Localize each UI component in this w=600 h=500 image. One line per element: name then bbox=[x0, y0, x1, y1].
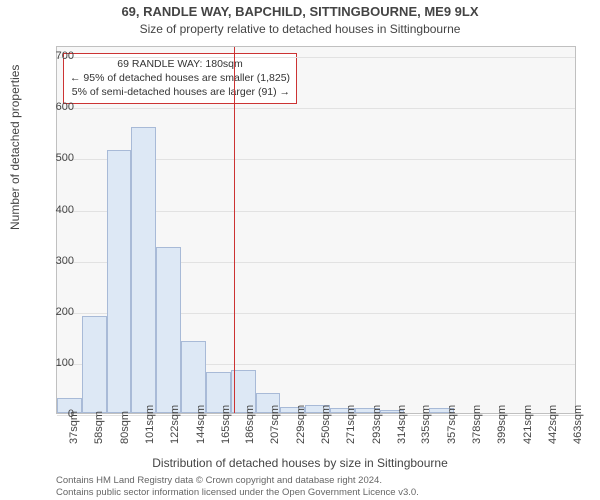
x-tick-label: 122sqm bbox=[169, 420, 181, 444]
x-tick-label: 144sqm bbox=[195, 420, 207, 444]
plot-area: 69 RANDLE WAY: 180sqm ← 95% of detached … bbox=[56, 46, 576, 414]
gridline bbox=[57, 57, 575, 58]
x-tick-label: 186sqm bbox=[244, 420, 256, 444]
annotation-line-3: 5% of semi-detached houses are larger (9… bbox=[70, 85, 290, 99]
y-tick-label: 500 bbox=[34, 152, 74, 164]
x-tick-label: 442sqm bbox=[547, 420, 559, 444]
attribution-text: Contains HM Land Registry data © Crown c… bbox=[56, 475, 576, 498]
histogram-bar bbox=[107, 150, 132, 413]
x-tick-label: 293sqm bbox=[371, 420, 383, 444]
y-tick-label: 600 bbox=[34, 101, 74, 113]
histogram-bar bbox=[156, 247, 181, 413]
x-tick-label: 399sqm bbox=[496, 420, 508, 444]
x-tick-label: 250sqm bbox=[320, 420, 332, 444]
gridline bbox=[57, 108, 575, 109]
x-tick-label: 463sqm bbox=[572, 420, 584, 444]
x-axis-label: Distribution of detached houses by size … bbox=[0, 456, 600, 470]
x-tick-label: 58sqm bbox=[93, 420, 105, 444]
x-tick-label: 80sqm bbox=[119, 420, 131, 444]
y-axis-label: Number of detached properties bbox=[8, 65, 22, 230]
x-tick-label: 378sqm bbox=[471, 420, 483, 444]
x-tick-label: 207sqm bbox=[269, 420, 281, 444]
chart-title: 69, RANDLE WAY, BAPCHILD, SITTINGBOURNE,… bbox=[0, 4, 600, 19]
chart-subtitle: Size of property relative to detached ho… bbox=[0, 22, 600, 36]
x-tick-label: 165sqm bbox=[220, 420, 232, 444]
y-tick-label: 100 bbox=[34, 357, 74, 369]
histogram-bar bbox=[181, 341, 206, 413]
annotation-line-1: 69 RANDLE WAY: 180sqm bbox=[70, 57, 290, 71]
x-tick-label: 421sqm bbox=[522, 420, 534, 444]
attribution-line-2: Contains public sector information licen… bbox=[56, 487, 576, 498]
x-tick-label: 101sqm bbox=[144, 420, 156, 444]
y-tick-label: 200 bbox=[34, 306, 74, 318]
x-tick-label: 335sqm bbox=[420, 420, 432, 444]
x-tick-label: 357sqm bbox=[446, 420, 458, 444]
histogram-bar bbox=[131, 127, 156, 413]
histogram-bar bbox=[82, 316, 107, 413]
reference-line bbox=[234, 47, 235, 413]
x-tick-label: 271sqm bbox=[345, 420, 357, 444]
y-tick-label: 400 bbox=[34, 204, 74, 216]
annotation-line-2: ← 95% of detached houses are smaller (1,… bbox=[70, 71, 290, 85]
y-tick-label: 300 bbox=[34, 255, 74, 267]
attribution-line-1: Contains HM Land Registry data © Crown c… bbox=[56, 475, 576, 486]
y-tick-label: 700 bbox=[34, 50, 74, 62]
reference-annotation: 69 RANDLE WAY: 180sqm ← 95% of detached … bbox=[63, 53, 297, 104]
x-tick-label: 229sqm bbox=[295, 420, 307, 444]
x-tick-label: 37sqm bbox=[68, 420, 80, 444]
x-tick-label: 314sqm bbox=[396, 420, 408, 444]
